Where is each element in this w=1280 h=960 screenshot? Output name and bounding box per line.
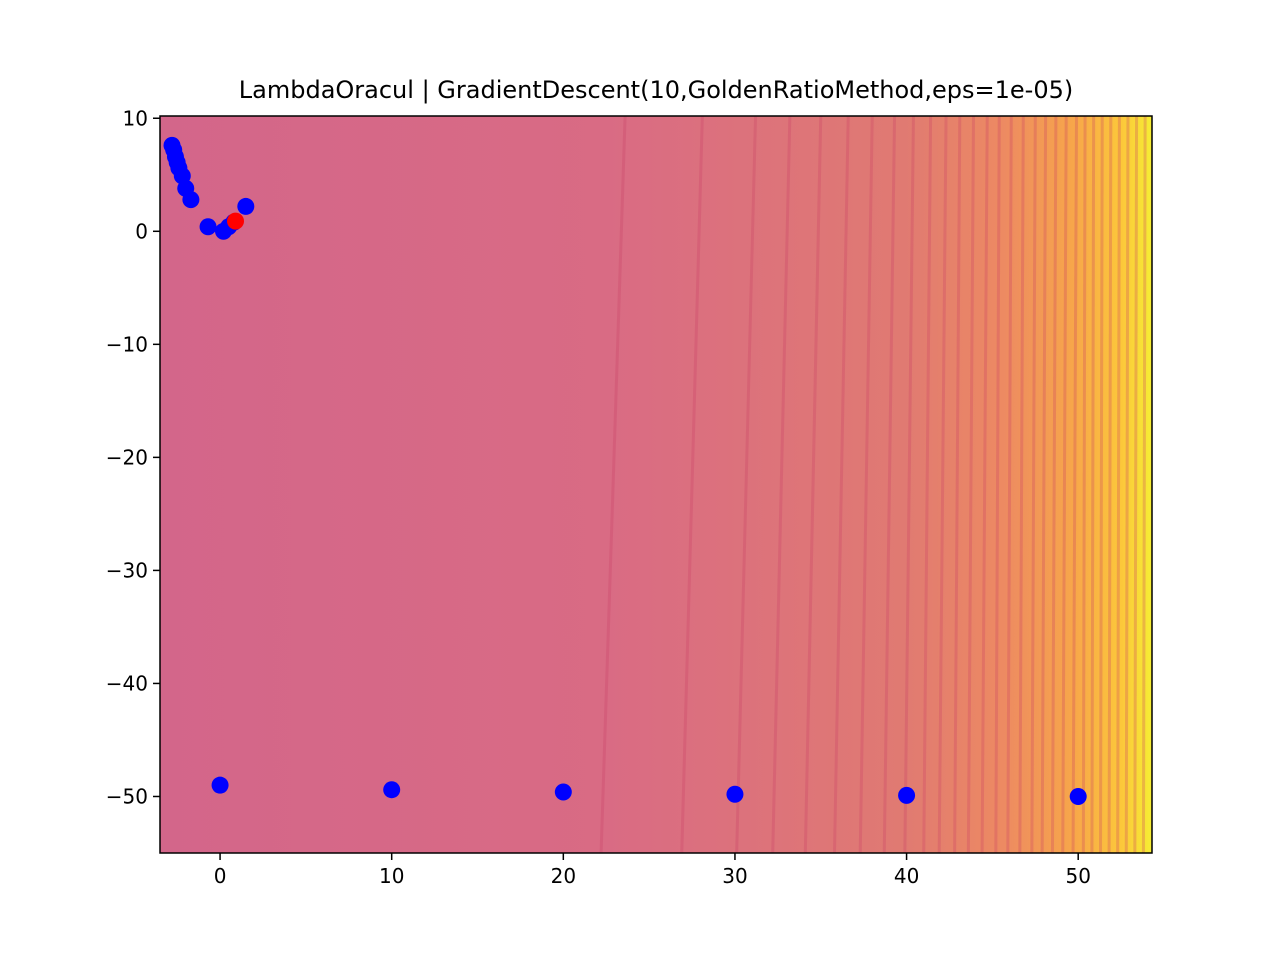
y-tick-label: −40: [106, 671, 148, 695]
y-axis: 10 0 −10 −20 −30 −40 −50: [106, 106, 160, 808]
x-tick-label: 40: [894, 864, 919, 888]
contour-background: [160, 116, 1152, 853]
x-tick-label: 10: [379, 864, 404, 888]
data-point: [898, 786, 916, 804]
y-tick-label: −20: [106, 445, 148, 469]
data-point: [182, 191, 200, 209]
contour-line: [1133, 116, 1139, 853]
contour-line: [858, 116, 874, 853]
data-point: [1069, 787, 1087, 805]
contour-line: [1090, 116, 1096, 853]
y-tick-label: −30: [106, 558, 148, 582]
contour-line: [1050, 116, 1058, 853]
y-tick-label: 10: [123, 106, 148, 130]
plot-area: [160, 116, 1152, 853]
contour-line: [1107, 116, 1113, 853]
data-point: [554, 783, 572, 801]
x-axis: 0 10 20 30 40 50: [214, 853, 1091, 888]
contour-line: [735, 116, 758, 853]
contour-line: [680, 116, 704, 853]
contour-line: [882, 116, 897, 853]
plot-frame: [159, 115, 1153, 854]
contour-line: [1141, 116, 1147, 853]
contour-line: [922, 116, 933, 853]
contour-line: [1124, 116, 1130, 853]
chart-title: LambdaOracul | GradientDescent(10,Golden…: [239, 76, 1073, 104]
data-points: [163, 136, 1087, 805]
contour-line: [953, 116, 962, 853]
contour-line: [1116, 116, 1121, 853]
x-tick-label: 30: [722, 864, 747, 888]
contour-line: [1040, 116, 1048, 853]
contour-line: [1061, 116, 1068, 853]
contour-line: [1071, 116, 1078, 853]
contour-line: [803, 116, 823, 853]
contour-line: [1030, 116, 1037, 853]
contour-line: [1006, 116, 1013, 853]
x-tick-label: 50: [1065, 864, 1090, 888]
y-tick-label: 0: [135, 219, 148, 243]
contour-line: [966, 116, 976, 853]
data-point: [211, 776, 229, 794]
y-tick-label: −10: [106, 332, 148, 356]
data-point: [237, 197, 255, 215]
contour-line: [994, 116, 1001, 853]
contour-line: [903, 116, 915, 853]
contour-line: [1018, 116, 1025, 853]
data-point: [726, 785, 744, 803]
data-point: [383, 781, 401, 799]
contour-line: [832, 116, 850, 853]
y-tick-label: −50: [106, 784, 148, 808]
data-point: [199, 218, 217, 236]
contour-line: [771, 116, 792, 853]
x-tick-label: 0: [214, 864, 227, 888]
contour-line: [937, 116, 948, 853]
contour-line: [1081, 116, 1087, 853]
contour-line: [599, 116, 627, 853]
contour-line: [1099, 116, 1104, 853]
x-tick-label: 20: [551, 864, 576, 888]
contour-lines: [599, 116, 1147, 853]
final-point: [227, 212, 245, 230]
contour-line: [980, 116, 989, 853]
